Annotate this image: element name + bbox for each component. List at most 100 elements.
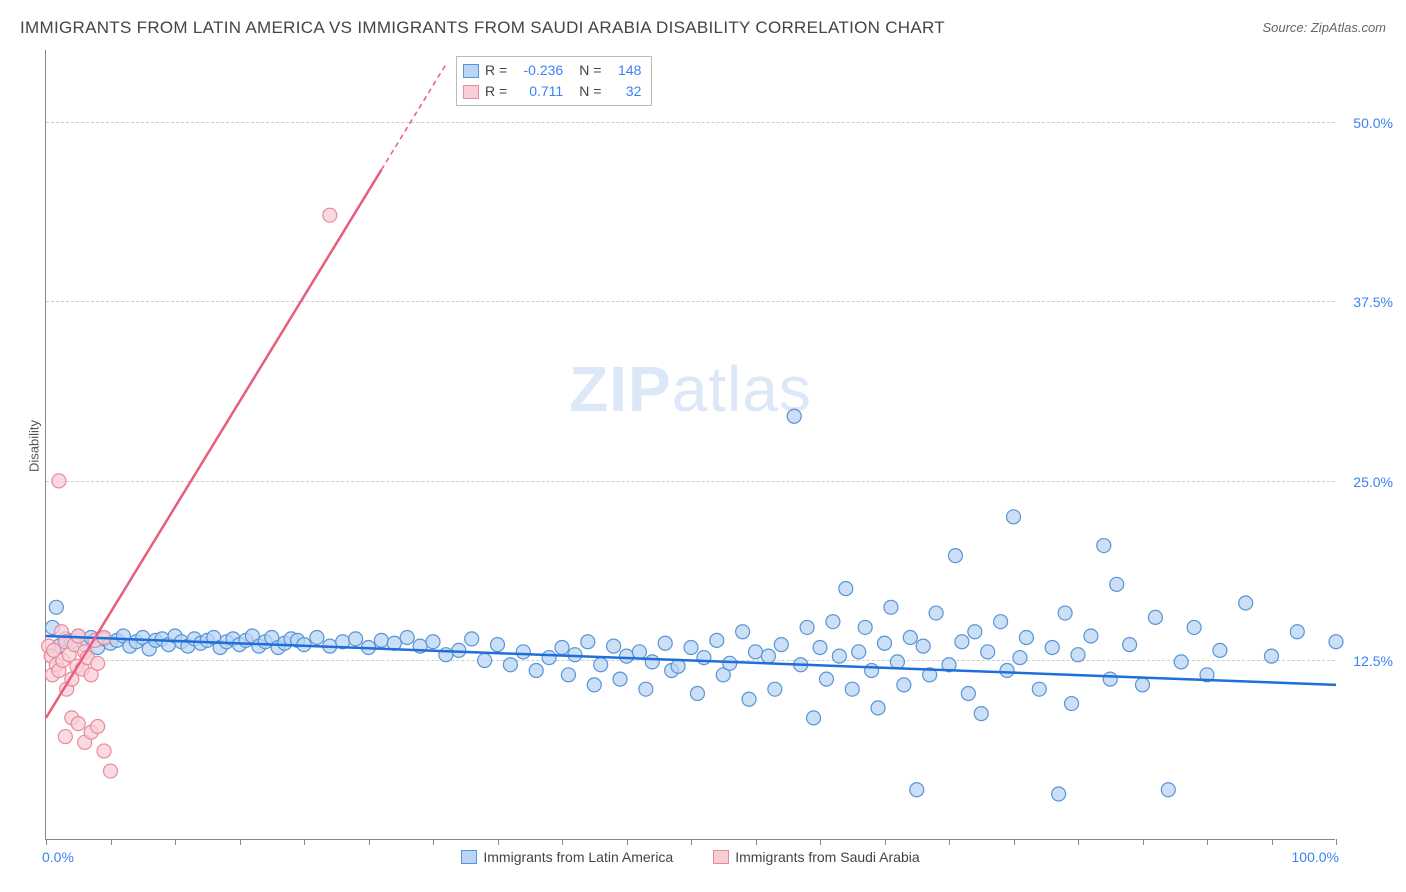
stats-n-value: 32 [609, 81, 641, 102]
y-tick-label: 25.0% [1353, 474, 1393, 490]
x-tick [1143, 839, 1144, 845]
data-point [897, 678, 911, 692]
x-tick [562, 839, 563, 845]
data-point [832, 649, 846, 663]
data-point [1136, 678, 1150, 692]
data-point [826, 615, 840, 629]
x-tick [1014, 839, 1015, 845]
x-tick [1207, 839, 1208, 845]
legend-swatch [713, 850, 729, 864]
data-point [774, 638, 788, 652]
stats-r-value: -0.236 [515, 60, 563, 81]
x-tick [949, 839, 950, 845]
data-point [1103, 672, 1117, 686]
x-tick [627, 839, 628, 845]
stats-legend: R =-0.236N =148R =0.711N =32 [456, 56, 652, 106]
data-point [819, 672, 833, 686]
data-point [929, 606, 943, 620]
data-point [1045, 641, 1059, 655]
data-point [97, 744, 111, 758]
data-point [1329, 635, 1343, 649]
stats-n-label: N = [579, 81, 601, 102]
data-point [310, 630, 324, 644]
data-point [1032, 682, 1046, 696]
y-tick-label: 12.5% [1353, 653, 1393, 669]
x-tick [1336, 839, 1337, 845]
source-attribution: Source: ZipAtlas.com [1262, 20, 1386, 35]
data-point [1265, 649, 1279, 663]
legend-swatch [463, 85, 479, 99]
chart-title: IMMIGRANTS FROM LATIN AMERICA VS IMMIGRA… [20, 18, 945, 38]
data-point [1097, 539, 1111, 553]
data-point [91, 656, 105, 670]
data-point [749, 645, 763, 659]
data-point [374, 633, 388, 647]
data-point [884, 600, 898, 614]
y-axis-label: Disability [27, 420, 42, 472]
data-point [807, 711, 821, 725]
data-point [1052, 787, 1066, 801]
data-point [491, 638, 505, 652]
data-point [1071, 648, 1085, 662]
data-point [858, 620, 872, 634]
data-point [49, 600, 63, 614]
data-point [955, 635, 969, 649]
data-point [787, 409, 801, 423]
data-point [697, 651, 711, 665]
data-point [1213, 643, 1227, 657]
data-point [323, 208, 337, 222]
data-point [52, 474, 66, 488]
x-tick [433, 839, 434, 845]
data-point [400, 630, 414, 644]
data-point [910, 783, 924, 797]
x-tick [1078, 839, 1079, 845]
data-point [1019, 630, 1033, 644]
data-point [710, 633, 724, 647]
data-point [968, 625, 982, 639]
stats-r-label: R = [485, 60, 507, 81]
data-point [594, 658, 608, 672]
x-tick [304, 839, 305, 845]
legend-item: Immigrants from Latin America [461, 849, 673, 865]
data-point [994, 615, 1008, 629]
data-point [658, 636, 672, 650]
data-point [1058, 606, 1072, 620]
data-point [465, 632, 479, 646]
data-point [503, 658, 517, 672]
data-point [1013, 651, 1027, 665]
data-point [839, 582, 853, 596]
data-point [761, 649, 775, 663]
scatter-svg [46, 50, 1335, 839]
legend-swatch [461, 850, 477, 864]
x-tick [369, 839, 370, 845]
data-point [645, 655, 659, 669]
y-tick-label: 50.0% [1353, 115, 1393, 131]
data-point [1239, 596, 1253, 610]
stats-n-label: N = [579, 60, 601, 81]
data-point [581, 635, 595, 649]
x-tick [885, 839, 886, 845]
data-point [613, 672, 627, 686]
data-point [639, 682, 653, 696]
x-tick [756, 839, 757, 845]
data-point [1290, 625, 1304, 639]
data-point [620, 649, 634, 663]
data-point [981, 645, 995, 659]
x-tick [175, 839, 176, 845]
stats-legend-row: R = -0.236 N = 148 [463, 60, 641, 81]
data-point [1161, 783, 1175, 797]
x-tick [498, 839, 499, 845]
data-point [555, 641, 569, 655]
y-tick-label: 37.5% [1353, 294, 1393, 310]
stats-n-value: 148 [609, 60, 641, 81]
data-point [607, 639, 621, 653]
x-tick [46, 839, 47, 845]
data-point [871, 701, 885, 715]
data-point [1187, 620, 1201, 634]
data-point [1174, 655, 1188, 669]
plot-area: ZIPatlas 12.5%25.0%37.5%50.0% R =-0.236N… [45, 50, 1335, 840]
data-point [1110, 577, 1124, 591]
data-point [426, 635, 440, 649]
data-point [1084, 629, 1098, 643]
data-point [800, 620, 814, 634]
